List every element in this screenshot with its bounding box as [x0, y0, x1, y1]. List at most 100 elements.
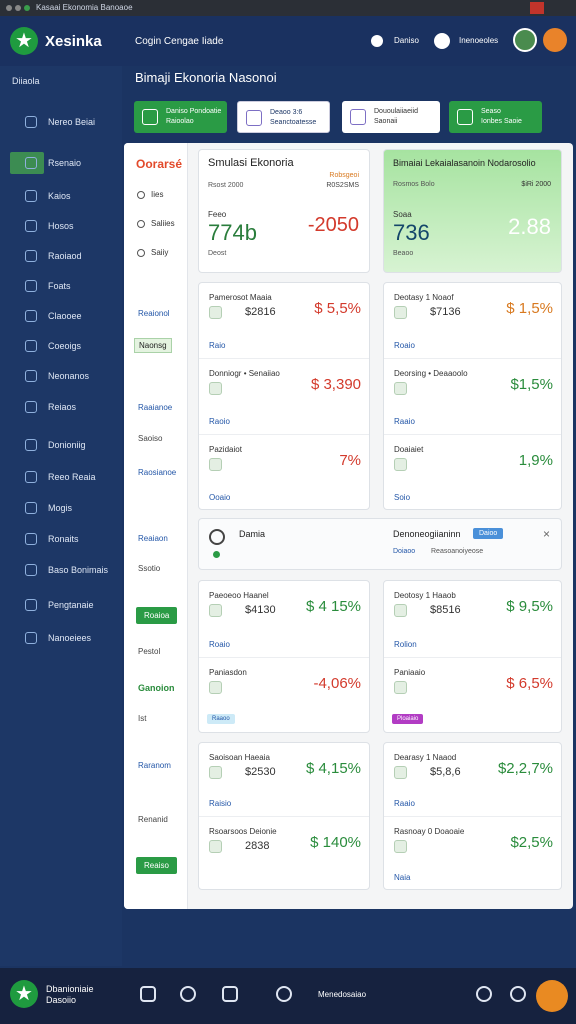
metric-card: Paeoeoo Haanel $4130 $ 4 15% Roaio Paniasdon… [198, 580, 370, 733]
filter-label[interactable]: Ganoion [138, 683, 175, 693]
row-title: Donniogr • Senaiiao [209, 369, 280, 378]
filter-label[interactable]: Pestol [138, 647, 161, 656]
logo: ★ [10, 27, 38, 55]
sidebar-item[interactable]: Nanoeiees [48, 633, 92, 643]
action-button[interactable]: Dououlaiiaeiid Saonaii [342, 101, 440, 133]
row-icon [394, 840, 407, 853]
nav-icon[interactable] [476, 986, 492, 1002]
metric-card: Deotasy 1 Noaof $7136 $ 1,5% Roaio Deorsing … [383, 282, 562, 510]
card-title: Smulasi Ekonoria [208, 157, 294, 169]
filter-option[interactable]: Iies [151, 190, 164, 199]
banner-badge: Daioo [473, 528, 504, 539]
header-link[interactable]: Daniso [394, 36, 419, 45]
card-label: Soaa [393, 210, 412, 219]
sidebar-icon [25, 190, 37, 202]
card-footer: Deost [208, 250, 227, 257]
button-label: Seaso [481, 108, 501, 115]
filter-label[interactable]: Reaiso [136, 857, 177, 874]
header: ★ Xesinka Cogin Cengae Iiade Daniso Inen… [0, 16, 576, 66]
row-amount: $7136 [430, 306, 461, 318]
nav-icon[interactable] [276, 986, 292, 1002]
row-footer: Roaio [394, 341, 415, 350]
row-badge: Ploaiaio [392, 714, 424, 724]
metric-row: Deorsing • Deaaoolo $1,5% Raaio [384, 359, 561, 435]
row-title: Rsoarsoos Deionie [209, 827, 277, 836]
sidebar-item[interactable]: Raoiaod [48, 251, 82, 261]
top-nav[interactable]: Cogin Cengae Iiade [135, 36, 224, 47]
sidebar-item[interactable]: Pengtanaie [48, 600, 94, 610]
row-footer: Raisio [209, 799, 232, 808]
row-icon [209, 766, 222, 779]
action-button[interactable]: Seaso Ionbes Saoie [449, 101, 542, 133]
card-date: Rsost 2000 [208, 182, 244, 189]
page-title: Bimaji Ekonoria Nasonoi [135, 70, 277, 85]
row-title: Deotasy 1 Noaof [394, 293, 454, 302]
profile-button[interactable] [536, 980, 568, 1012]
sidebar-item[interactable]: Foats [48, 281, 71, 291]
sidebar-icon [25, 533, 37, 545]
avatar[interactable] [543, 28, 567, 52]
close-button[interactable]: × [543, 527, 551, 541]
sidebar-item[interactable]: Neonanos [48, 371, 90, 381]
metric-row: Deotasy 1 Noaof $7136 $ 1,5% Roaio [384, 283, 561, 359]
filter-column: Oorarsé Iies Saliies Saiiy Reaionol Naonsg Raa… [124, 143, 188, 909]
row-change: $ 3,390 [310, 376, 361, 393]
nav-icon[interactable] [510, 986, 526, 1002]
filter-option[interactable]: Saiiy [151, 248, 169, 257]
sidebar-item[interactable]: Coeoigs [48, 341, 82, 351]
banner-note: Reasoanoiyeose [431, 548, 484, 555]
filter-label[interactable]: Ssotio [138, 564, 161, 573]
sidebar-icon [25, 439, 37, 451]
radio [137, 191, 145, 199]
sidebar-item[interactable]: Mogis [48, 503, 73, 513]
sidebar-item[interactable]: Nereo Beiai [48, 117, 96, 127]
nav-icon[interactable] [222, 986, 238, 1002]
nav-icon[interactable] [180, 986, 196, 1002]
row-change: -4,06% [313, 674, 361, 692]
row-footer: Roaio [209, 639, 230, 649]
row-amount: $8516 [430, 604, 461, 616]
filter-label[interactable]: Naonsg [134, 338, 172, 353]
button-label: Deaoo 3:6 [270, 109, 303, 116]
filter-label[interactable]: Raaianoe [138, 403, 173, 412]
banner-icon [209, 529, 225, 545]
filter-label[interactable]: Renanid [138, 815, 168, 824]
sidebar-item[interactable]: Claooee [48, 311, 82, 321]
sidebar-item[interactable]: Hosos [48, 221, 74, 231]
filter-label[interactable]: Raosianoe [138, 468, 177, 477]
filter-label[interactable]: Ist [138, 714, 147, 723]
logo: ★ [10, 980, 38, 1008]
row-title: Rasnoay 0 Doaoaie [394, 827, 465, 836]
sidebar-item[interactable]: Rsenaio [48, 158, 82, 168]
row-change: $ 140% [310, 834, 361, 851]
sidebar-icon [25, 220, 37, 232]
row-title: Paniasdon [209, 667, 247, 677]
filter-label[interactable]: Raranom [138, 761, 171, 770]
nav-icon[interactable] [140, 986, 156, 1002]
sidebar-item[interactable]: Ronaits [48, 534, 79, 544]
filter-label[interactable]: Saoiso [138, 434, 163, 443]
header-link[interactable]: Inenoeoles [459, 36, 499, 45]
row-icon [394, 766, 407, 779]
filter-label[interactable]: Roaioa [136, 607, 178, 624]
avatar[interactable] [513, 28, 537, 52]
filter-label[interactable]: Reaiaon [138, 534, 168, 543]
row-icon [209, 680, 222, 694]
card-value: 774b [208, 220, 257, 245]
metric-row: Paeoeoo Haanel $4130 $ 4 15% Roaio [199, 581, 369, 658]
sidebar-item[interactable]: Baso Bonimais [48, 565, 109, 575]
sidebar-item[interactable]: Kaios [48, 191, 71, 201]
sidebar-item[interactable]: Reeo Reaia [48, 472, 96, 482]
button-sub: Saonaii [374, 118, 398, 125]
sidebar-item[interactable]: Reiaos [48, 402, 77, 412]
row-icon [394, 680, 407, 694]
sidebar-item[interactable]: Donioniig [48, 440, 86, 450]
bottom-label[interactable]: Menedosaiao [318, 990, 367, 999]
action-button[interactable]: Deaoo 3:6 Seanctoatesse [237, 101, 330, 133]
action-button[interactable]: Daniso Pondoatie Raioolao [134, 101, 227, 133]
button-sub: Seanctoatesse [270, 119, 317, 126]
filter-label[interactable]: Reaionol [138, 309, 170, 318]
row-amount: $2530 [245, 766, 276, 778]
filter-option[interactable]: Saliies [151, 219, 175, 228]
